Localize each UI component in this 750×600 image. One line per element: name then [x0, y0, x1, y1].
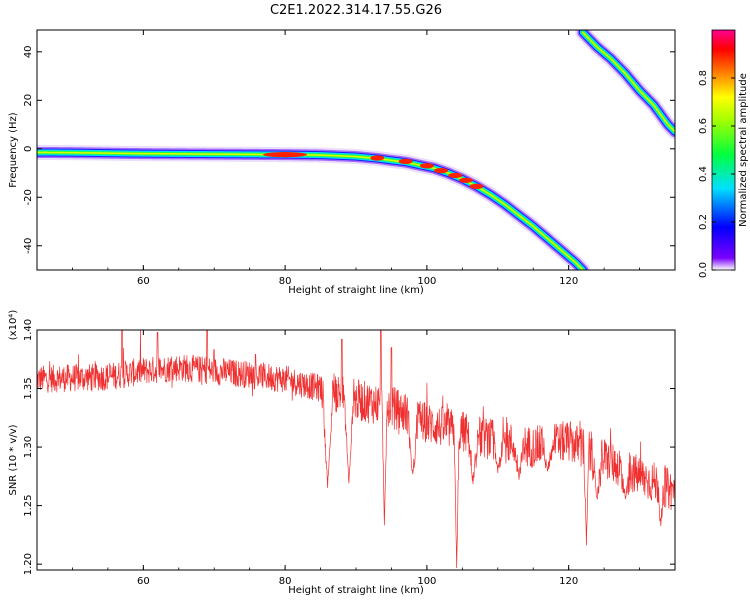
spectrogram-trace-2-layer-6 [582, 31, 675, 133]
y-tick-label: 1.25 [23, 494, 34, 516]
y-tick-label: 0 [23, 146, 34, 152]
spectrogram-peak [448, 172, 463, 179]
x-tick-label: 100 [417, 276, 436, 287]
spectrogram-peak [458, 177, 473, 183]
snr-panel: 60 80 100 120 1.40 1.35 1.30 1.25 1.20 Height of… [8, 310, 676, 596]
snr-x-axis-label: Height of straight line (km) [288, 585, 424, 596]
snr-y-exponent: (x10⁴) [8, 310, 19, 341]
spectrogram-y-axis-label: Frequency (Hz) [8, 112, 19, 188]
spectrogram-ticks: 60 80 100 120 40 20 0 -20 -40 [23, 30, 676, 287]
spectrogram-trace-1-layer-6 [37, 151, 584, 270]
colorbar-tick-label: 0.6 [698, 118, 709, 134]
spectrogram-peak [370, 155, 385, 161]
x-tick-label: 60 [137, 576, 150, 587]
y-tick-label: 1.40 [23, 319, 34, 341]
snr-series-line [37, 330, 675, 569]
colorbar-tick-label: 0.4 [698, 166, 709, 182]
spectrogram-peak [469, 183, 484, 189]
spectrogram-panel: 60 80 100 120 40 20 0 -20 -40 Height of straight… [8, 29, 676, 296]
x-tick-label: 120 [559, 576, 578, 587]
snr-plot-area [37, 330, 675, 570]
y-tick-label: -20 [23, 189, 34, 205]
x-tick-label: 80 [279, 276, 292, 287]
y-tick-label: 40 [23, 45, 34, 58]
spectrogram-peak [398, 158, 413, 164]
colorbar-tick-label: 0.8 [698, 70, 709, 86]
y-tick-label: 20 [23, 94, 34, 107]
y-tick-label: -40 [23, 238, 34, 254]
snr-ticks: 60 80 100 120 1.40 1.35 1.30 1.25 1.20 [23, 319, 676, 587]
colorbar: 0.0 0.2 0.4 0.6 0.8 Normalized spectral ampl… [698, 29, 749, 278]
colorbar-tick-label: 0.2 [698, 214, 709, 230]
colorbar-gradient [711, 29, 736, 271]
figure-title: C2E1.2022.314.17.55.G26 [270, 3, 442, 18]
spectrogram-x-axis-label: Height of straight line (km) [288, 285, 424, 296]
snr-y-axis-label: SNR (10 * v/v) [8, 424, 19, 495]
x-tick-label: 120 [559, 276, 578, 287]
colorbar-label: Normalized spectral amplitude [738, 73, 749, 227]
colorbar-ticks: 0.0 0.2 0.4 0.6 0.8 [698, 70, 735, 278]
x-tick-label: 80 [279, 576, 292, 587]
spectrogram-peak [434, 168, 449, 174]
spectrogram-peak [263, 152, 308, 158]
spectrogram-peak [419, 163, 434, 169]
y-tick-label: 1.20 [23, 553, 34, 575]
x-tick-label: 60 [137, 276, 150, 287]
colorbar-tick-label: 0.0 [698, 262, 709, 278]
spectrogram-traces [37, 30, 675, 270]
y-tick-label: 1.35 [23, 377, 34, 399]
x-tick-label: 100 [417, 576, 436, 587]
y-tick-label: 1.30 [23, 436, 34, 458]
